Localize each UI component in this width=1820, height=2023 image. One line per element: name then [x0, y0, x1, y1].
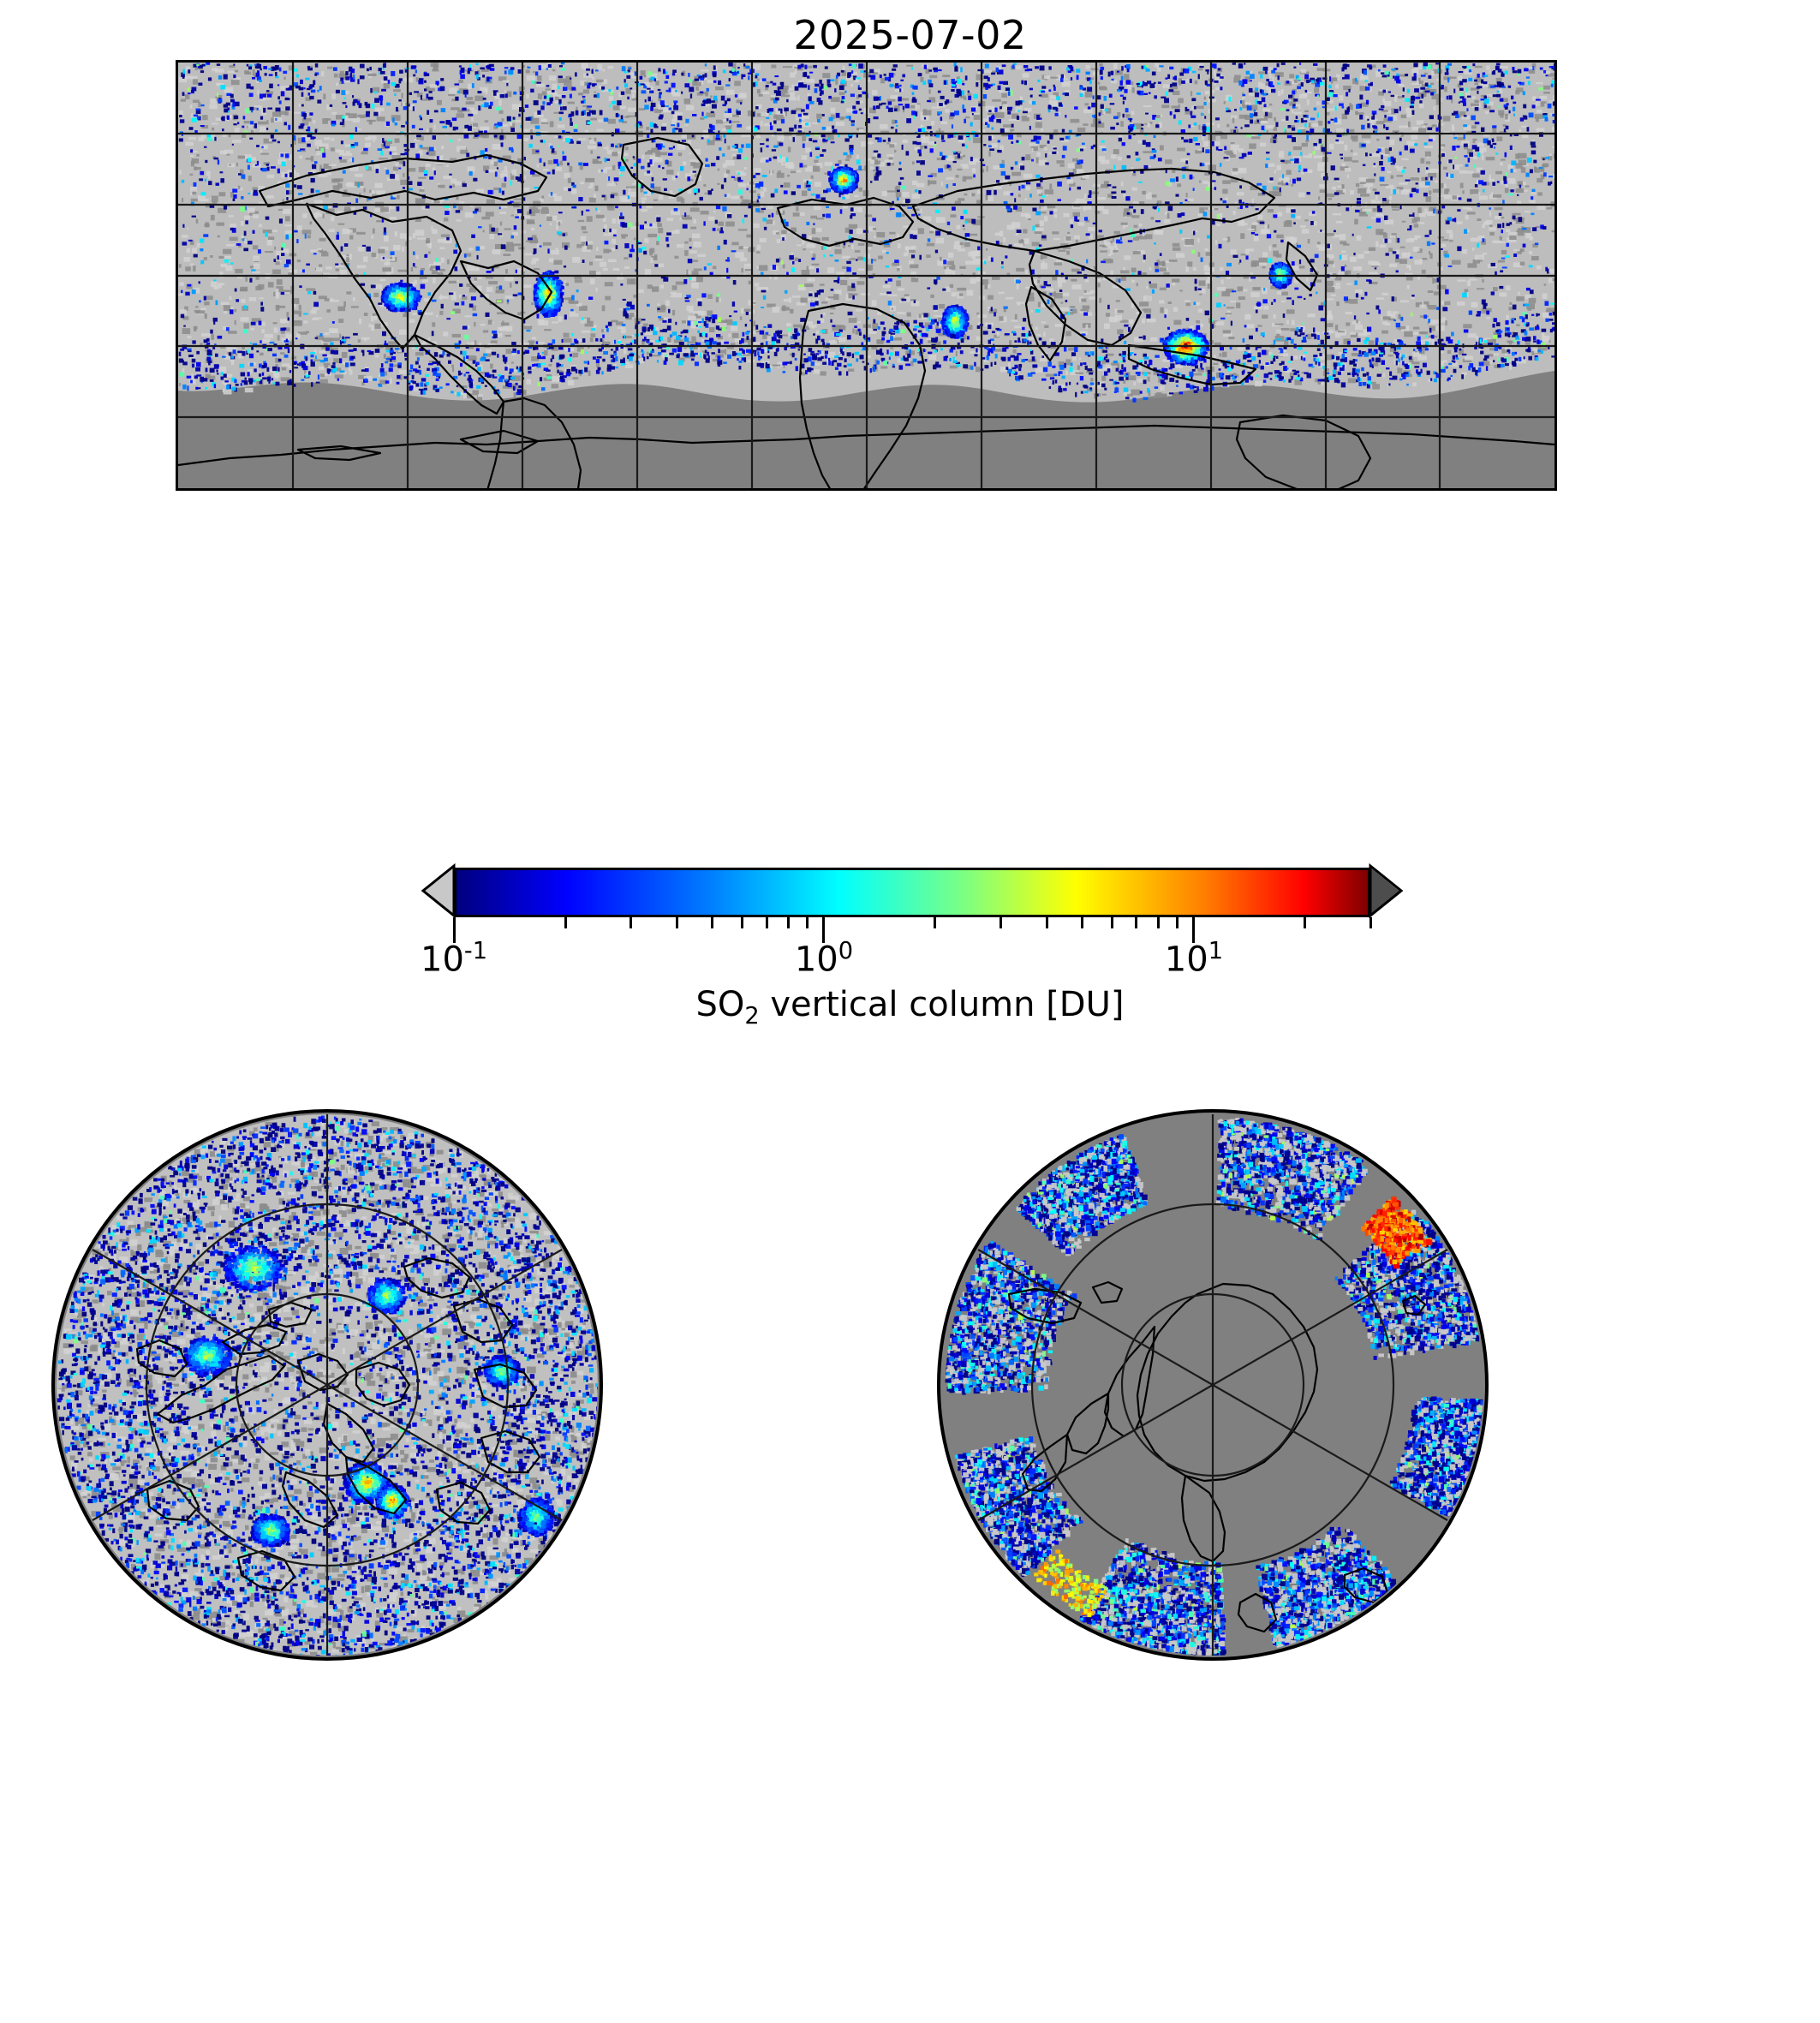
page-title: 2025-07-02	[0, 12, 1820, 58]
colorbar-tick-label: 100	[795, 938, 853, 979]
colorbar-minor-tick	[711, 917, 714, 928]
colorbar-label-subscript: 2	[744, 1003, 759, 1029]
colorbar-minor-tick	[1081, 917, 1084, 928]
colorbar-minor-tick	[1045, 917, 1048, 928]
colorbar-minor-tick	[786, 917, 790, 928]
colorbar-over-arrow	[1370, 868, 1401, 917]
north-polar-panel[interactable]	[51, 1109, 603, 1661]
south-polar-panel[interactable]	[937, 1109, 1489, 1661]
colorbar-minor-tick	[1304, 917, 1307, 928]
colorbar-minor-tick	[629, 917, 632, 928]
colorbar-minor-tick	[999, 917, 1002, 928]
south-polar-canvas	[942, 1114, 1483, 1656]
global-map-canvas	[178, 63, 1554, 488]
colorbar-gradient-body	[454, 868, 1370, 917]
colorbar-major-tick	[822, 917, 826, 943]
colorbar-axis-label: SO2 vertical column [DU]	[0, 985, 1820, 1029]
colorbar-ticks	[424, 917, 1400, 946]
colorbar-minor-tick	[934, 917, 937, 928]
colorbar-tick-label: 10-1	[421, 938, 487, 979]
colorbar-under-arrow	[423, 868, 454, 917]
colorbar-minor-tick	[675, 917, 678, 928]
colorbar-minor-tick	[1135, 917, 1138, 928]
north-polar-canvas	[57, 1114, 598, 1656]
colorbar-tick-labels: 10-1 100 101	[421, 938, 1400, 989]
colorbar-minor-tick	[1175, 917, 1179, 928]
colorbar-major-tick	[1192, 917, 1196, 943]
colorbar-minor-tick	[805, 917, 809, 928]
colorbar-minor-tick	[1110, 917, 1113, 928]
colorbar-minor-tick	[1156, 917, 1160, 928]
colorbar-minor-tick	[1369, 917, 1372, 928]
colorbar-minor-tick	[740, 917, 743, 928]
colorbar-minor-tick	[564, 917, 567, 928]
colorbar[interactable]	[421, 862, 1404, 919]
colorbar-label-text: vertical column [DU]	[760, 985, 1124, 1024]
colorbar-minor-tick	[765, 917, 768, 928]
global-map-panel[interactable]	[176, 60, 1557, 491]
colorbar-gradient	[456, 870, 1368, 915]
colorbar-label-species: SO	[695, 985, 744, 1024]
colorbar-major-tick	[452, 917, 456, 943]
colorbar-tick-label: 101	[1165, 938, 1223, 979]
